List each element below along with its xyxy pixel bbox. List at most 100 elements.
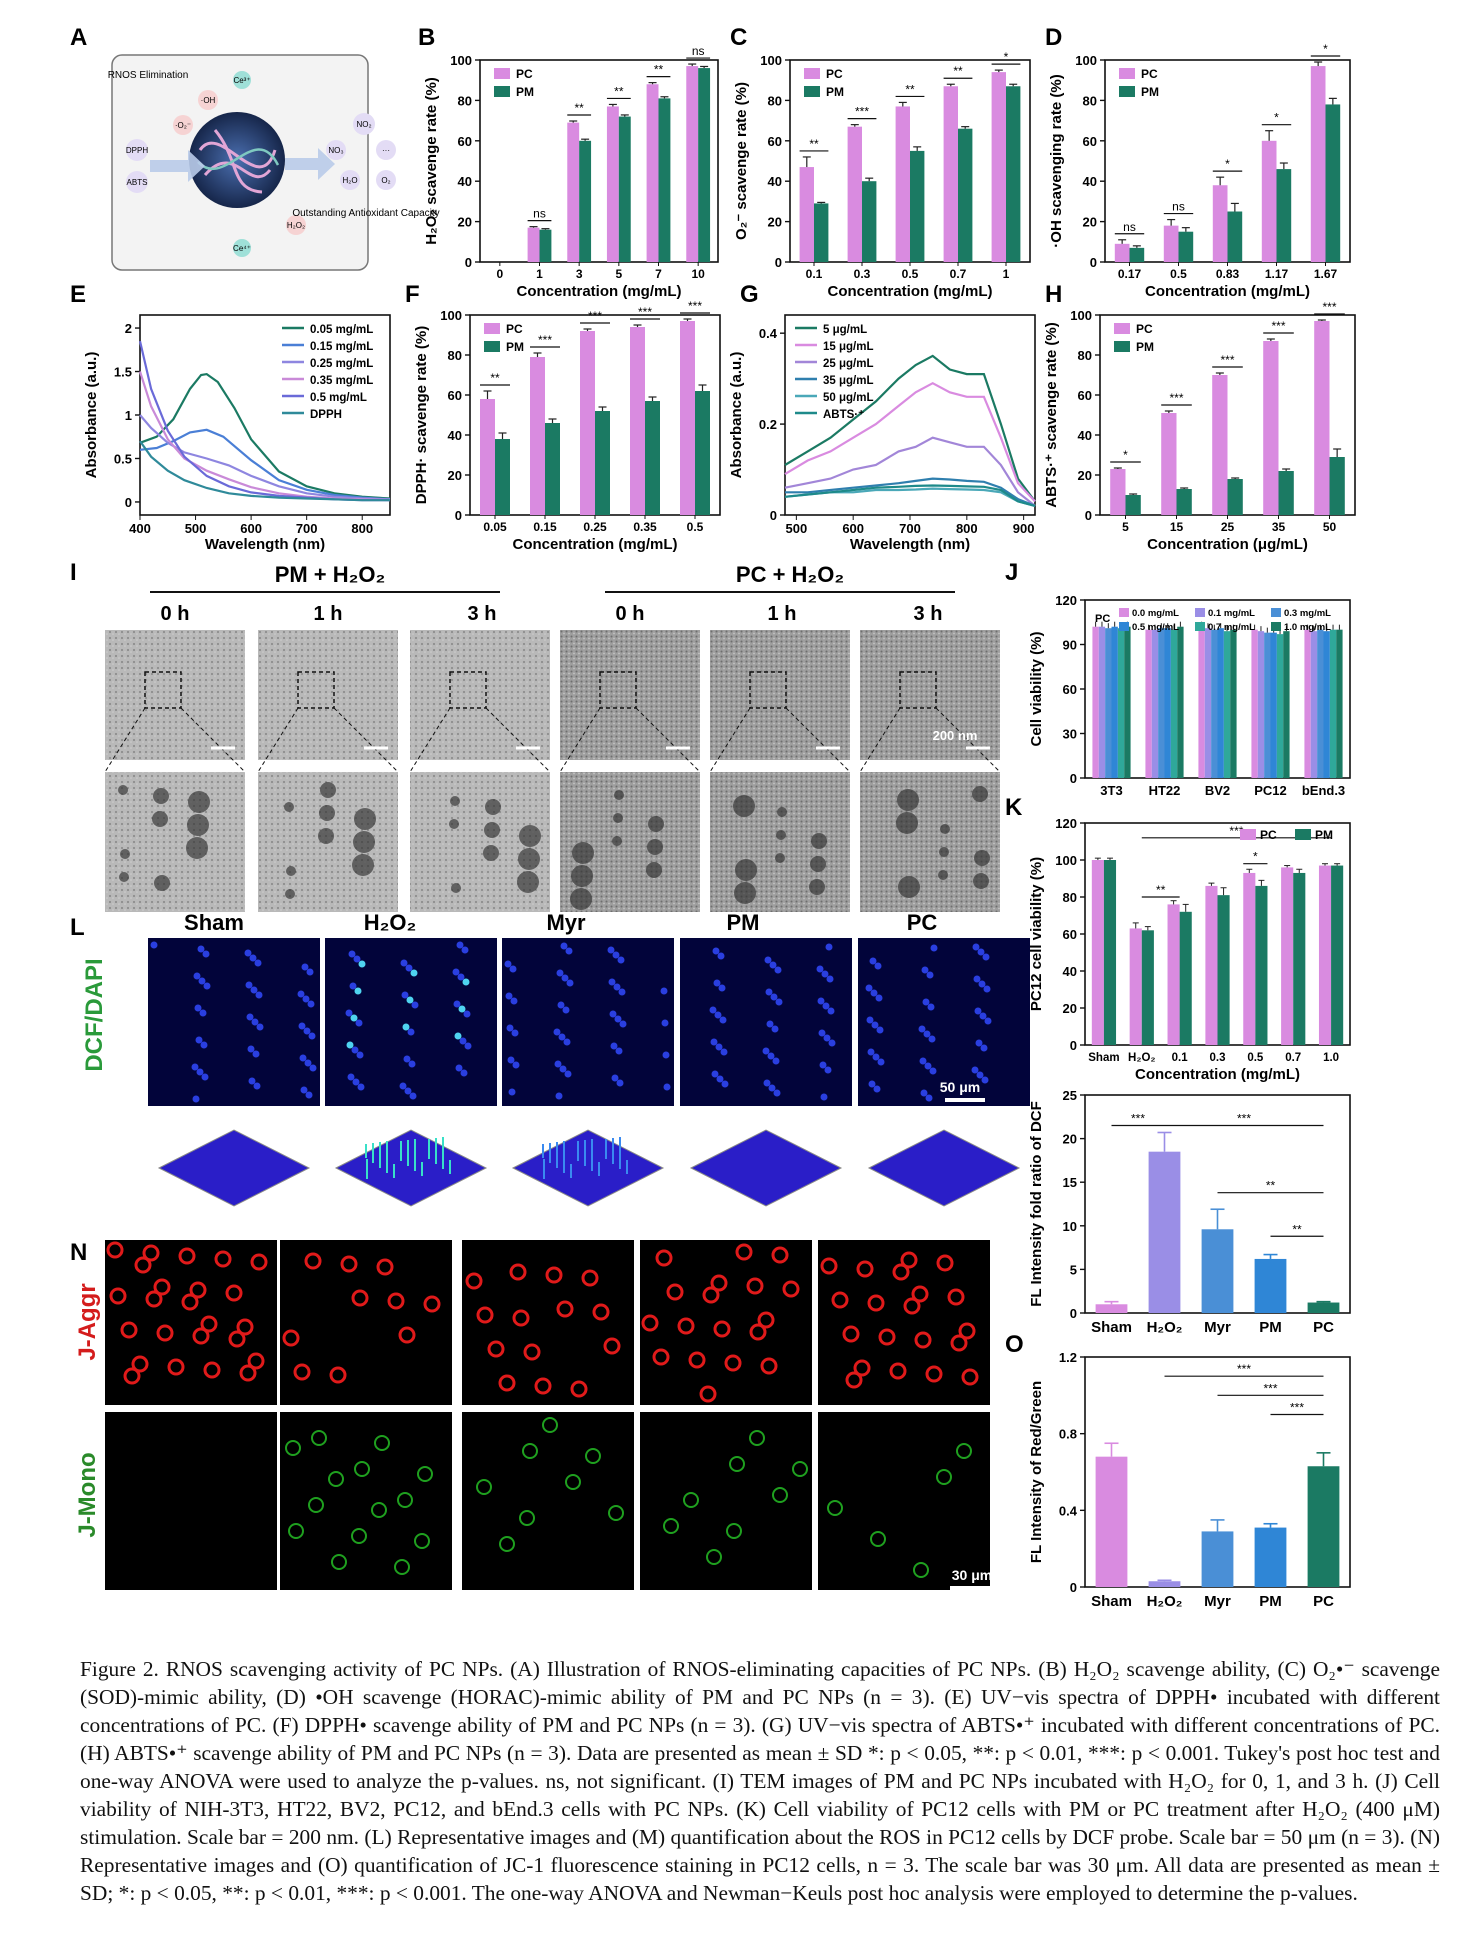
dcf-cell: [762, 1047, 770, 1055]
bar-j: [1170, 629, 1178, 778]
bar-j: [1177, 626, 1184, 778]
tem-image-zoom: [105, 772, 245, 912]
bar-pm-c: [910, 150, 925, 262]
tem-zoom-connector: [559, 707, 601, 773]
chart-e: 0 0.5 1 1.5 2 Absorbance (a.u.) Wavelength (nm…: [83, 314, 391, 553]
dcf-cell: [509, 965, 517, 973]
dcf-cell: [355, 1019, 363, 1027]
jc1-aggr-cell: [203, 1361, 221, 1379]
chart-k: 0 20 40 60 80 100 120 PC12 cell viability (%) Co…: [1028, 816, 1351, 1083]
dcf-cell: [819, 1061, 827, 1069]
jc1-row-aggr: J-Aggr: [74, 1283, 101, 1360]
dcf-cell: [872, 1053, 880, 1061]
legend-label-h: PM: [1136, 340, 1154, 354]
bar-pc-h: [1314, 321, 1330, 515]
jc1-aggr-cell: [534, 1377, 552, 1395]
jc1-aggr-cell: [247, 1352, 265, 1370]
dcf-cell: [458, 1005, 466, 1013]
series-line-g: [785, 477, 1036, 507]
xtick-label-o: Myr: [1204, 1593, 1231, 1610]
dcf-cell: [348, 950, 356, 958]
bar-pm-k: [1217, 895, 1230, 1045]
tem-image-top: [105, 630, 245, 760]
ytick-label-h: 40: [1078, 428, 1092, 443]
bar-o: [1201, 1531, 1234, 1587]
jc1-aggr-cell: [225, 1284, 243, 1302]
tem-particle: [517, 871, 539, 893]
tem-particle: [186, 837, 208, 859]
dcf-cell: [927, 1003, 935, 1011]
species-oh: ·OH: [201, 96, 216, 105]
dcf-cell: [918, 1025, 926, 1033]
dcf-cell: [410, 969, 418, 977]
dcf-cell: [608, 978, 616, 986]
tem-particle: [647, 839, 663, 855]
tem-zoom-connector: [935, 707, 1001, 773]
jc1-mono-cell: [542, 1417, 558, 1433]
xtick-label-h: 5: [1122, 520, 1129, 534]
tem-particle: [120, 849, 130, 859]
dcf-cell: [399, 1082, 407, 1090]
bar-j: [1257, 631, 1265, 778]
ytick-label-g: 0: [770, 508, 777, 523]
dcf-cell: [309, 1064, 317, 1072]
dcf-cell: [663, 1083, 671, 1091]
dcf-cell: [456, 941, 464, 949]
jc1-aggr-cell: [735, 1243, 753, 1261]
jc1-aggr-cell: [178, 1247, 196, 1265]
jc1-mono-image: [280, 1412, 452, 1590]
tem-particle: [483, 845, 499, 861]
ytick-label-c: 100: [760, 53, 782, 68]
jc1-aggr-cell: [509, 1263, 527, 1281]
ytick-label-j: 30: [1063, 727, 1077, 742]
panel-letter-o: O: [1005, 1331, 1024, 1358]
dcf-surface-plot: [511, 1129, 665, 1207]
ytick-label-g: 0.4: [759, 326, 778, 341]
jc1-aggr-cell: [476, 1306, 494, 1324]
sig-label-d: *: [1323, 42, 1328, 56]
jc1-aggr-cell: [831, 1291, 849, 1309]
bar-pm-c: [1006, 86, 1021, 262]
panel-letter-i: I: [70, 559, 77, 586]
bar-j: [1198, 626, 1205, 778]
chart-o: 0 0.4 0.8 1.2 FL Intensity of Red/Green Sham H…: [1028, 1350, 1351, 1610]
xtick-label-m: H₂O₂: [1147, 1319, 1183, 1336]
jc1-aggr-cell: [423, 1295, 441, 1313]
tem-particle: [352, 854, 374, 876]
dcf-cell: [866, 1016, 874, 1024]
jc1-aggr-cell: [911, 1285, 929, 1303]
dcf-cell: [566, 979, 574, 987]
ytick-label-d: 80: [1083, 93, 1097, 108]
species-more: ···: [382, 146, 390, 155]
tem-zoom-connector: [409, 707, 451, 773]
ytick-label-b: 40: [458, 174, 472, 189]
dcf-cell: [983, 985, 991, 993]
legend-label-e: 0.15 mg/mL: [310, 341, 373, 353]
sig-label-h: ***: [1169, 391, 1183, 405]
jc1-mono-cell: [374, 1435, 390, 1451]
dcf-cell: [356, 1051, 364, 1059]
dcf-cell: [974, 1007, 982, 1015]
tem-particle: [153, 788, 169, 804]
sig-label-c: *: [1004, 50, 1009, 64]
xtick-label-d: 1.17: [1265, 267, 1289, 281]
xtick-label-b: 10: [691, 267, 705, 281]
ytick-label-f: 100: [440, 308, 462, 323]
sig-label-b: **: [574, 101, 584, 115]
ytick-label-d: 100: [1075, 53, 1097, 68]
legend-label-e: 0.35 mg/mL: [310, 375, 373, 387]
jc1-row-mono: J-Mono: [74, 1452, 101, 1537]
dcf-cell: [984, 1017, 992, 1025]
legend-label-g: ABTS·⁺: [823, 409, 864, 421]
legend-swatch-pm-c: [804, 86, 820, 97]
dcf-cell: [403, 1055, 411, 1063]
jc1-mono-cell: [749, 1430, 765, 1446]
xtick-label-k: 1.0: [1323, 1052, 1339, 1064]
ytick-label-k: 0: [1070, 1038, 1077, 1053]
jc1-mono-cell: [663, 1518, 679, 1534]
series-line-g: [784, 381, 1036, 503]
dcf-cell: [459, 1037, 467, 1045]
xtick-label-k: H₂O₂: [1128, 1052, 1155, 1064]
legend-swatch-pm-f: [484, 341, 500, 352]
panel-letter-k: K: [1005, 794, 1023, 821]
